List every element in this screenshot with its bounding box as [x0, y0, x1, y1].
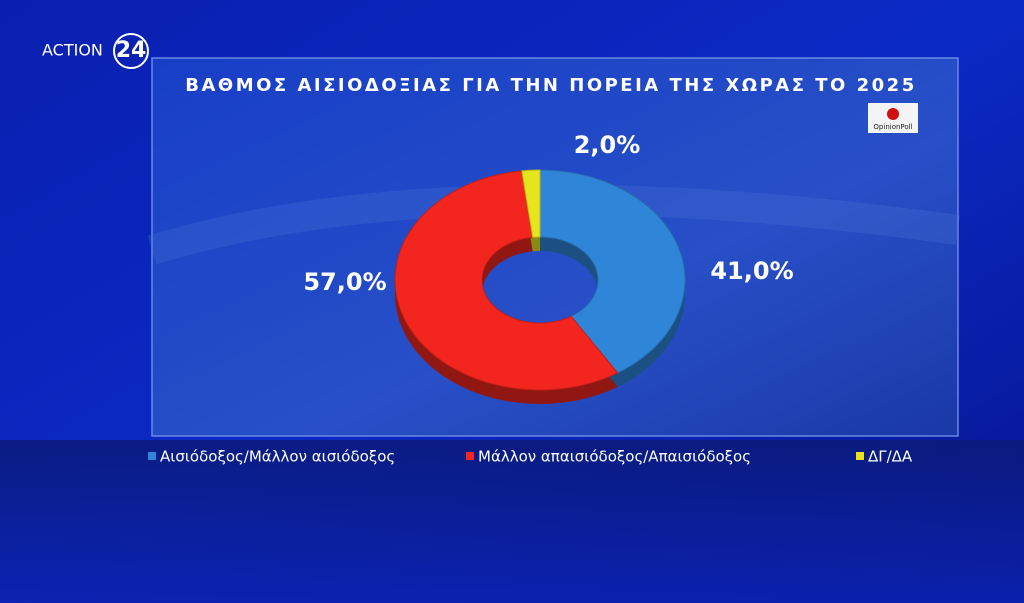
source-logo-dot	[887, 108, 899, 120]
data-label: 41,0%	[710, 257, 793, 285]
floor	[0, 440, 1024, 603]
legend-label: ΔΓ/ΔΑ	[868, 448, 913, 466]
legend-label: Μάλλον απαισιόδοξος/Απαισιόδοξος	[478, 448, 751, 466]
legend-swatch	[466, 452, 474, 460]
source-logo: OpinionPoll	[873, 123, 912, 131]
slice	[521, 169, 541, 238]
data-label: 57,0%	[303, 268, 386, 296]
logo-ring	[113, 33, 149, 69]
legend-swatch	[856, 452, 864, 460]
chart-title: ΒΑΘΜΟΣ ΑΙΣΙΟΔΟΞΙΑΣ ΓΙΑ ΤΗΝ ΠΟΡΕΙΑ ΤΗΣ ΧΩ…	[185, 75, 916, 96]
data-label: 2,0%	[574, 131, 641, 159]
channel-logo: ACTION	[42, 41, 103, 60]
legend-label: Αισιόδοξος/Μάλλον αισιόδοξος	[160, 448, 395, 466]
legend-swatch	[148, 452, 156, 460]
channel-number: 24	[116, 38, 147, 63]
